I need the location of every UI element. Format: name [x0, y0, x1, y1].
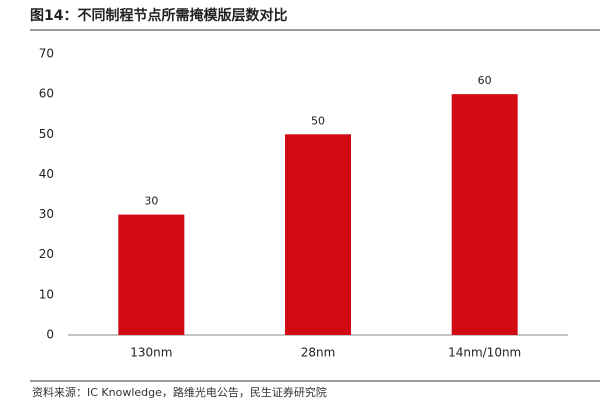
- y-tick-label: 60: [39, 87, 54, 101]
- x-tick-label: 14nm/10nm: [448, 346, 521, 360]
- y-tick-label: 40: [39, 167, 54, 181]
- chart-title: 图14：不同制程节点所需掩模版层数对比: [30, 7, 287, 24]
- data-label: 50: [311, 114, 325, 127]
- data-label: 30: [144, 195, 158, 208]
- y-tick-label: 20: [39, 247, 54, 261]
- y-tick-label: 10: [39, 287, 54, 301]
- data-label: 60: [478, 74, 492, 87]
- y-tick-label: 0: [46, 328, 54, 342]
- x-tick-label: 28nm: [301, 346, 336, 360]
- source-note: 资料来源：IC Knowledge，路维光电公告，民生证券研究院: [32, 385, 327, 399]
- bar: [118, 214, 185, 335]
- y-tick-label: 50: [39, 127, 54, 141]
- y-tick-label: 70: [39, 47, 54, 61]
- x-tick-label: 130nm: [130, 346, 172, 360]
- y-tick-label: 30: [39, 207, 54, 221]
- bar: [285, 134, 351, 335]
- bar: [451, 94, 518, 336]
